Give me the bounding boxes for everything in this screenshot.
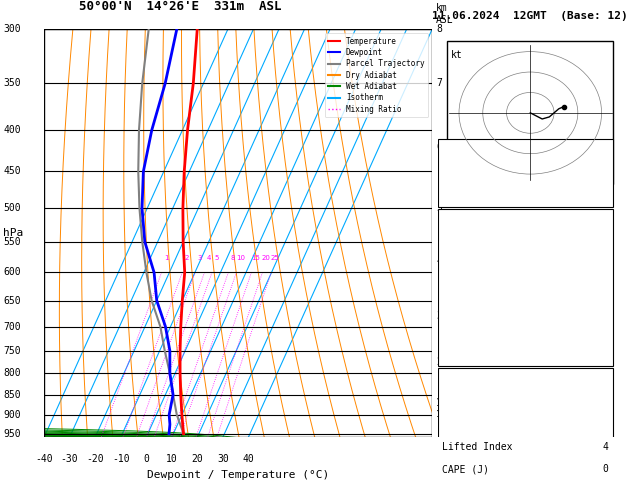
Text: 2: 2 <box>184 255 189 260</box>
Text: 310: 310 <box>590 419 608 429</box>
Text: 550: 550 <box>3 237 21 247</box>
Text: Dewpoint / Temperature (°C): Dewpoint / Temperature (°C) <box>147 470 329 480</box>
Text: 25: 25 <box>271 255 279 260</box>
Text: 4: 4 <box>206 255 211 260</box>
Text: 350: 350 <box>3 78 21 88</box>
Text: 950: 950 <box>3 429 21 439</box>
Text: 15: 15 <box>251 255 260 260</box>
Text: PW (cm): PW (cm) <box>442 191 482 201</box>
Text: 800: 800 <box>3 368 21 379</box>
Text: 300: 300 <box>3 24 21 34</box>
Text: Surface: Surface <box>505 215 546 225</box>
Text: 650: 650 <box>3 295 21 306</box>
Text: 27: 27 <box>596 146 608 156</box>
Text: θe (K): θe (K) <box>442 419 477 429</box>
Text: -30: -30 <box>61 454 79 464</box>
Text: CAPE (J): CAPE (J) <box>442 464 489 474</box>
Text: 45: 45 <box>596 168 608 178</box>
Text: Dewp (°C): Dewp (°C) <box>442 260 494 270</box>
Text: CAPE (J): CAPE (J) <box>442 327 489 337</box>
Text: 4: 4 <box>436 256 442 265</box>
Text: 400: 400 <box>3 125 21 135</box>
Text: 8: 8 <box>230 255 235 260</box>
Bar <box>438 209 613 366</box>
Text: 20: 20 <box>191 454 203 464</box>
Text: 5: 5 <box>214 255 218 260</box>
Text: 2: 2 <box>436 357 442 367</box>
Bar <box>447 41 613 184</box>
Text: 4: 4 <box>602 442 608 451</box>
Text: 700: 700 <box>3 322 21 331</box>
Bar <box>438 139 613 207</box>
Text: 20: 20 <box>262 255 271 260</box>
Text: K: K <box>442 146 447 156</box>
Text: 3: 3 <box>197 255 201 260</box>
Text: 14: 14 <box>596 238 608 247</box>
Text: 1LCL: 1LCL <box>436 410 456 419</box>
Text: 450: 450 <box>3 167 21 176</box>
Text: 50°00'N  14°26'E  331m  ASL: 50°00'N 14°26'E 331m ASL <box>79 0 281 13</box>
Text: 0: 0 <box>602 464 608 474</box>
Text: 30: 30 <box>217 454 229 464</box>
Text: 10: 10 <box>236 255 245 260</box>
Text: km
ASL: km ASL <box>436 3 454 25</box>
Text: Mixing Ratio (g/kg): Mixing Ratio (g/kg) <box>471 177 481 289</box>
Text: 700: 700 <box>590 397 608 407</box>
Text: Pressure (mb): Pressure (mb) <box>442 397 518 407</box>
Text: 7: 7 <box>436 78 442 88</box>
Text: kt: kt <box>451 50 462 60</box>
Text: 5: 5 <box>436 204 442 213</box>
Text: 3: 3 <box>436 312 442 321</box>
Text: 850: 850 <box>3 390 21 399</box>
Text: 10: 10 <box>166 454 177 464</box>
Text: -20: -20 <box>86 454 104 464</box>
Text: -40: -40 <box>35 454 53 464</box>
Text: Most Unstable: Most Unstable <box>487 374 564 384</box>
Text: 0: 0 <box>143 454 149 464</box>
Text: 8.3: 8.3 <box>590 260 608 270</box>
Text: hPa: hPa <box>3 228 23 238</box>
Text: 1: 1 <box>164 255 168 260</box>
Text: θe(K): θe(K) <box>442 282 471 293</box>
Text: -10: -10 <box>112 454 130 464</box>
Bar <box>438 368 613 486</box>
Text: Lifted Index: Lifted Index <box>442 305 512 315</box>
Text: 900: 900 <box>3 410 21 420</box>
Text: 11.06.2024  12GMT  (Base: 12): 11.06.2024 12GMT (Base: 12) <box>432 11 628 21</box>
Text: Totals Totals: Totals Totals <box>442 168 518 178</box>
Text: CIN (J): CIN (J) <box>442 350 482 360</box>
Text: 0: 0 <box>602 350 608 360</box>
Text: 5: 5 <box>602 305 608 315</box>
Text: 0: 0 <box>602 327 608 337</box>
Text: 2.1: 2.1 <box>590 191 608 201</box>
Text: 8: 8 <box>436 24 442 34</box>
Text: Temp (°C): Temp (°C) <box>442 238 494 247</box>
Text: 500: 500 <box>3 204 21 213</box>
Text: 309: 309 <box>590 282 608 293</box>
Text: 600: 600 <box>3 267 21 278</box>
Text: 1: 1 <box>436 398 442 408</box>
Text: 6: 6 <box>436 142 442 152</box>
Text: 750: 750 <box>3 346 21 356</box>
Text: Lifted Index: Lifted Index <box>442 442 512 451</box>
Text: 40: 40 <box>242 454 254 464</box>
Text: © weatheronline.co.uk: © weatheronline.co.uk <box>478 424 583 434</box>
Legend: Temperature, Dewpoint, Parcel Trajectory, Dry Adiabat, Wet Adiabat, Isotherm, Mi: Temperature, Dewpoint, Parcel Trajectory… <box>325 33 428 117</box>
